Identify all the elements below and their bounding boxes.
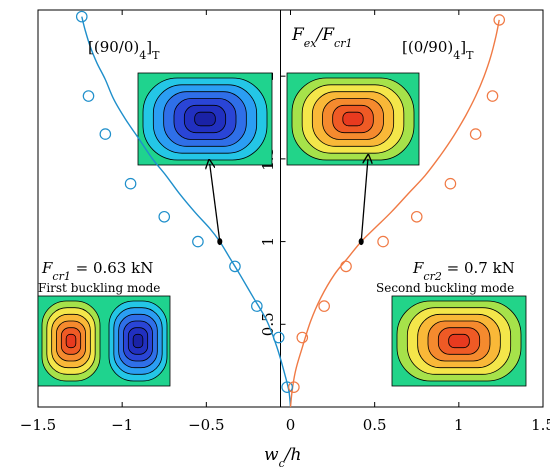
- point-dot-0: [217, 238, 223, 246]
- x-tick-label: −0.5: [188, 416, 224, 434]
- series-marker-0: [99, 128, 112, 140]
- series-marker-0: [272, 331, 285, 344]
- contour-level: [342, 111, 364, 127]
- series-marker-1: [469, 128, 482, 140]
- series-marker-0: [192, 235, 204, 248]
- markers-layer: [75, 10, 506, 393]
- mode-inset-right-top: [286, 72, 420, 166]
- x-tick-label: 0.5: [363, 416, 387, 434]
- series-marker-1: [377, 235, 389, 248]
- series-marker-1: [486, 90, 499, 102]
- contour-level: [448, 333, 470, 349]
- contour-level: [194, 111, 216, 127]
- series-marker-0: [251, 300, 263, 312]
- series-marker-1: [444, 177, 457, 190]
- first-mode-label: First buckling mode: [38, 281, 160, 295]
- series-marker-0: [82, 90, 95, 102]
- series-marker-0: [229, 260, 241, 273]
- arrow-1: [360, 159, 368, 242]
- x-tick-label: 1.5: [531, 416, 550, 434]
- x-tick-label: 1: [454, 416, 464, 434]
- series-marker-1: [288, 381, 300, 393]
- series-layer: [81, 16, 500, 408]
- series-marker-0: [124, 177, 137, 190]
- series-marker-0: [158, 210, 171, 223]
- arrow-0: [210, 164, 221, 242]
- x-axis-title: wc/h: [264, 445, 301, 469]
- x-ticks: −1.5 −1 −0.5 0 0.5 1 1.5: [20, 10, 550, 434]
- second-mode-label: Second buckling mode: [376, 281, 514, 295]
- series-marker-0: [281, 381, 293, 393]
- arrows-layer: [210, 159, 368, 246]
- mode-inset-second-mode: [391, 295, 527, 387]
- mode-inset-first-mode: [37, 295, 171, 387]
- series-marker-1: [296, 331, 309, 344]
- series-marker-1: [410, 210, 423, 223]
- point-dot-1: [358, 238, 364, 246]
- series-marker-1: [340, 260, 352, 273]
- contour-level: [132, 333, 144, 349]
- y-tick-label: 1: [259, 237, 277, 247]
- contour-level: [65, 333, 77, 349]
- x-tick-label: −1: [111, 416, 133, 434]
- x-tick-label: −1.5: [20, 416, 56, 434]
- mode-inset-left-top: [137, 72, 273, 166]
- x-tick-label: 0: [286, 416, 296, 434]
- series-marker-1: [493, 14, 506, 26]
- series-line-0: [81, 16, 292, 408]
- series-marker-1: [318, 300, 330, 312]
- series-line-1: [289, 19, 500, 408]
- series-marker-0: [75, 10, 88, 23]
